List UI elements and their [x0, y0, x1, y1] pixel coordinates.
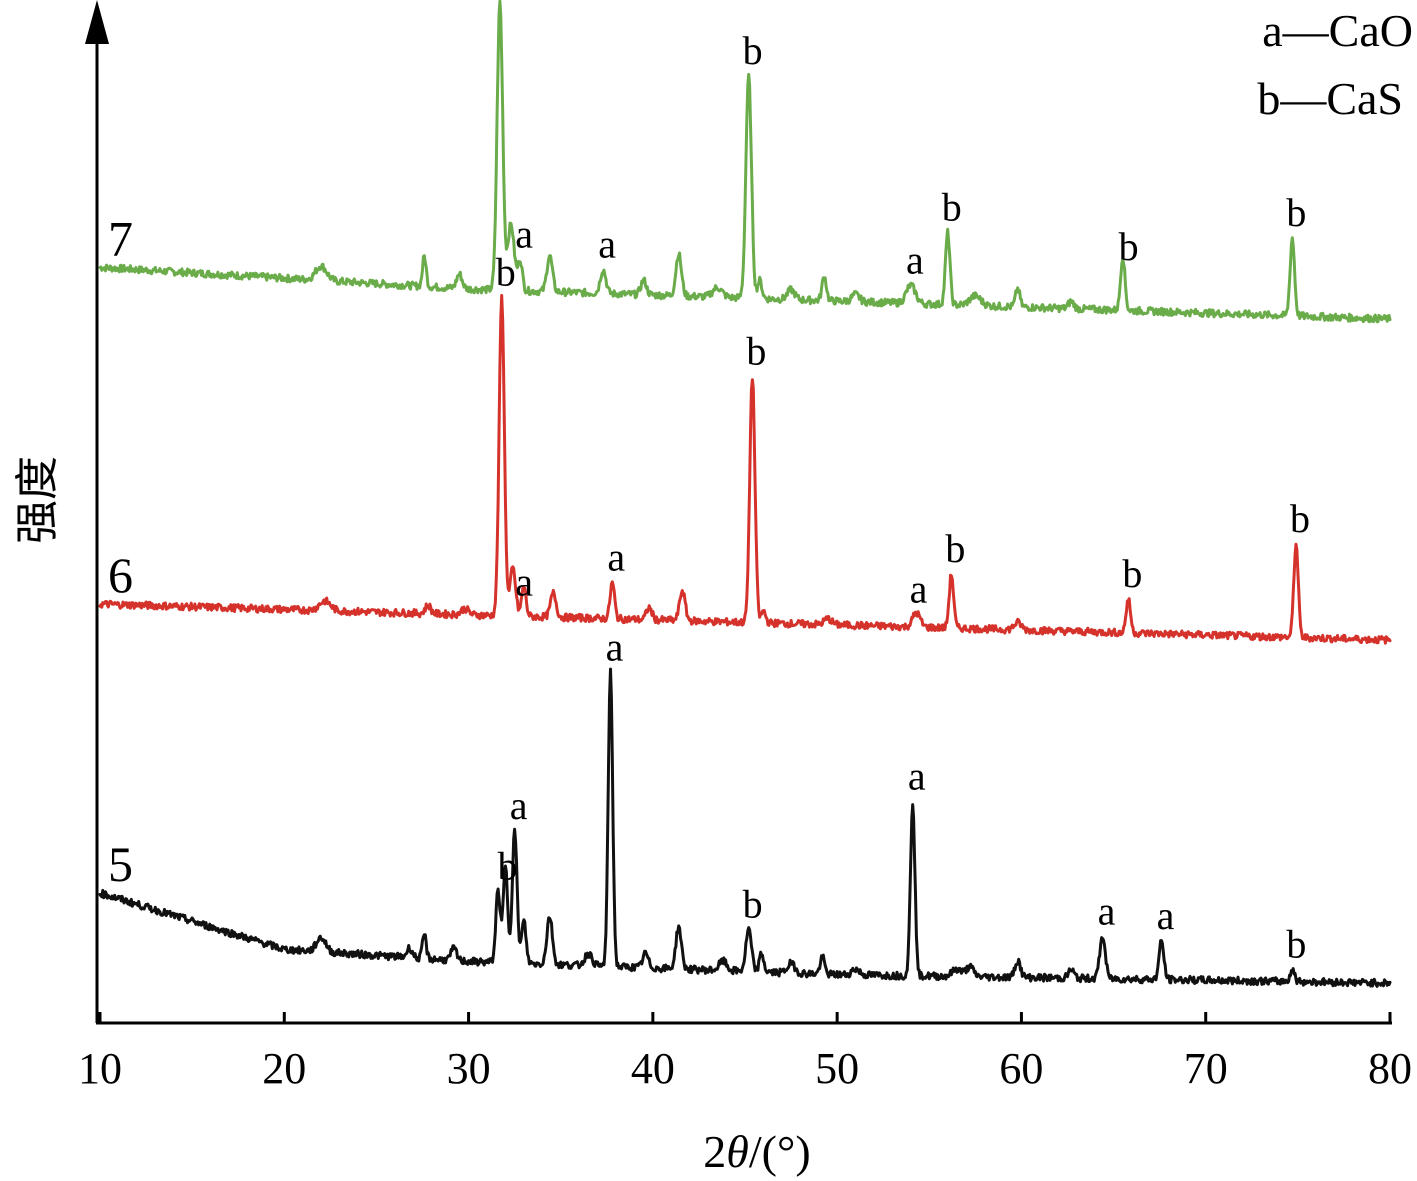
series-line-7 [98, 0, 1392, 324]
peak-label-b: b [498, 844, 518, 889]
peak-label-a: a [607, 535, 625, 580]
x-tick-label: 40 [631, 1044, 675, 1093]
x-axis-ticks: 10 20 30 40 50 60 70 80 [78, 1012, 1412, 1093]
x-axis-label: 2θ/(°) [703, 1126, 810, 1177]
legend-dash: — [1282, 5, 1330, 56]
legend-dash: — [1279, 73, 1327, 124]
peak-label-a: a [1157, 893, 1175, 938]
legend-name-cas: CaS [1326, 73, 1403, 124]
series-label-6: 6 [108, 547, 133, 603]
x-tick-label: 70 [1184, 1044, 1228, 1093]
x-axis-label-suffix: /(°) [749, 1126, 811, 1177]
peak-label-a: a [910, 566, 928, 611]
series-label-7: 7 [108, 210, 133, 266]
peak-label-b: b [1290, 496, 1310, 541]
peak-label-a: a [906, 237, 924, 282]
x-tick-label: 20 [262, 1044, 306, 1093]
peak-label-a: a [515, 559, 533, 604]
peak-label-a: a [598, 221, 616, 266]
peak-label-b: b [942, 185, 962, 230]
x-tick-label: 10 [78, 1044, 122, 1093]
series-layer: 7 6 5 [98, 0, 1392, 988]
x-tick-label: 80 [1368, 1044, 1412, 1093]
peak-label-b: b [1286, 190, 1306, 235]
series-line-6 [98, 294, 1392, 645]
peak-label-b: b [496, 250, 516, 295]
peak-label-b: b [945, 526, 965, 571]
legend: a—CaO b—CaS [1257, 5, 1413, 124]
peak-label-a: a [606, 624, 624, 669]
peak-label-a: a [1098, 889, 1116, 934]
y-axis-arrow-icon [85, 0, 109, 44]
series-line-5 [98, 667, 1392, 988]
peak-label-a: a [515, 211, 533, 256]
peak-label-b: b [743, 881, 763, 926]
legend-entry-cao: a—CaO [1262, 5, 1413, 56]
peak-label-b: b [746, 329, 766, 374]
legend-name-cao: CaO [1329, 5, 1413, 56]
peak-label-a: a [510, 783, 528, 828]
peak-label-b: b [743, 28, 763, 73]
peak-label-b: b [1119, 224, 1139, 269]
series-7: 7 [98, 0, 1392, 324]
series-6: 6 [98, 294, 1392, 645]
y-axis-label: 强度 [13, 456, 62, 544]
x-axis-label-symbol: θ [726, 1126, 749, 1177]
peak-label-b: b [1122, 551, 1142, 596]
series-5: 5 [98, 667, 1392, 988]
x-tick-label: 50 [815, 1044, 859, 1093]
series-label-5: 5 [108, 836, 133, 892]
peak-label-b: b [1286, 922, 1306, 967]
x-tick-label: 30 [447, 1044, 491, 1093]
legend-entry-cas: b—CaS [1257, 73, 1403, 124]
legend-marker-a: a [1262, 5, 1282, 56]
peak-label-layer: baababbbbaababbbbaabaaab [496, 28, 1310, 967]
x-axis-label-prefix: 2 [703, 1126, 726, 1177]
legend-marker-b: b [1257, 73, 1280, 124]
peak-label-a: a [908, 754, 926, 799]
x-tick-label: 60 [999, 1044, 1043, 1093]
